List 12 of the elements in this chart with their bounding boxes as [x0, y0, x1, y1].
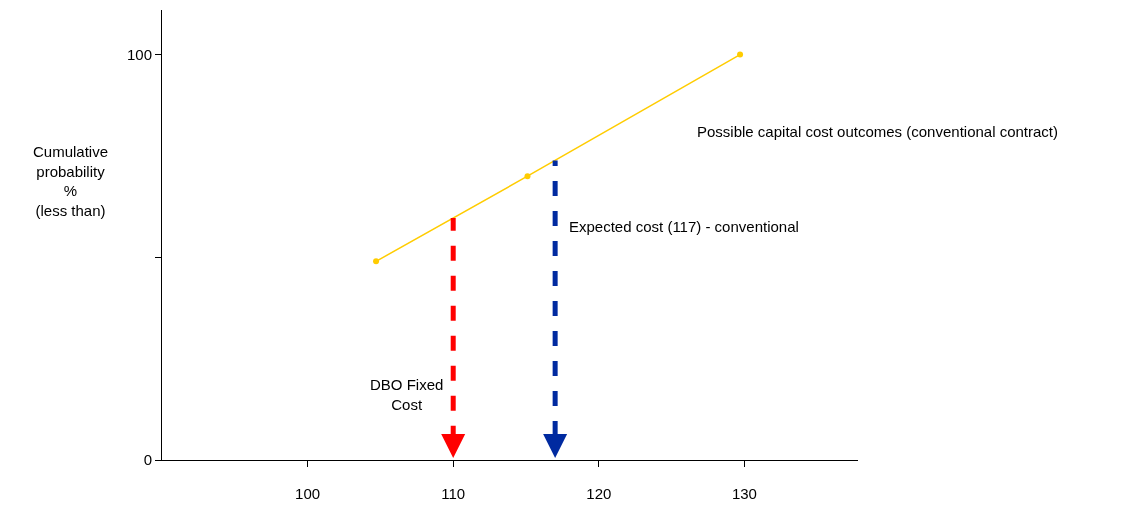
text: Possible capital cost outcomes (conventional contract) [697, 123, 1059, 140]
point [737, 51, 744, 58]
y-axis-title: Cumulative probability % (less than) [33, 143, 109, 219]
x-tick-label: 110 [441, 485, 466, 502]
x-tick-label: 130 [731, 485, 757, 502]
y-tick-label: 0 [143, 451, 152, 469]
ref-line-label: Expected cost (117) - conventional [569, 218, 799, 235]
x-tick-label: 100 [295, 485, 321, 502]
x-tick-label: 120 [586, 485, 612, 502]
point [524, 173, 531, 180]
point [373, 258, 380, 265]
ref-line-label: DBO Fixed Cost [370, 376, 444, 413]
